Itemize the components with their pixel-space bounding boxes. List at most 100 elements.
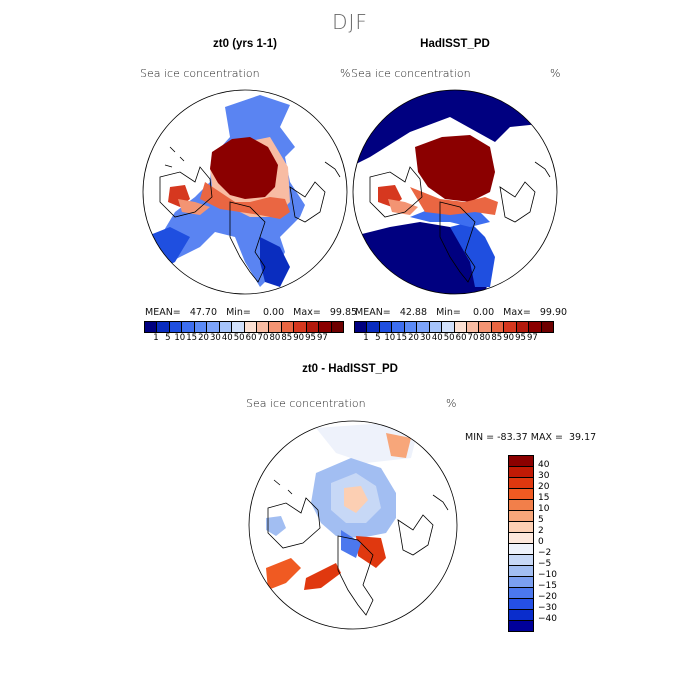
right-colorbar-swatch bbox=[454, 322, 467, 332]
right-colorbar-tick: 97 bbox=[527, 333, 538, 343]
right-colorbar-tick: 10 bbox=[384, 333, 396, 343]
left-colorbar: 1 5 10 15 20 30 40 50 60 70 80 85 90 95 97 bbox=[144, 321, 344, 343]
diff-unit-label: % bbox=[446, 397, 457, 410]
diff-colorbar-swatch bbox=[509, 500, 533, 511]
right-variable-label: Sea ice concentration bbox=[351, 67, 471, 80]
diff-colorbar-swatch bbox=[509, 511, 533, 522]
left-colorbar-swatch bbox=[269, 322, 282, 332]
diff-colorbar bbox=[508, 455, 534, 632]
left-unit-label: % bbox=[340, 67, 351, 80]
diff-colorbar-tick: 20 bbox=[538, 482, 550, 492]
left-colorbar-tick: 40 bbox=[221, 333, 233, 343]
left-colorbar-swatch bbox=[244, 322, 257, 332]
diff-colorbar-tick: −30 bbox=[538, 603, 557, 613]
right-colorbar-swatch bbox=[466, 322, 480, 332]
right-colorbar-tick: 80 bbox=[479, 333, 491, 343]
right-colorbar-swatch bbox=[504, 322, 517, 332]
right-stats: MEAN= 42.88 Min= 0.00 Max= 99.90 bbox=[355, 307, 568, 318]
diff-colorbar-tick: 5 bbox=[538, 515, 544, 525]
diff-colorbar-swatch bbox=[509, 467, 533, 478]
diff-colorbar-tick: 30 bbox=[538, 471, 550, 481]
left-colorbar-tick: 80 bbox=[269, 333, 281, 343]
right-colorbar-tick: 20 bbox=[408, 333, 419, 343]
left-colorbar-tick: 70 bbox=[257, 333, 269, 343]
diff-variable-label: Sea ice concentration bbox=[246, 397, 366, 410]
diff-colorbar-swatch bbox=[509, 566, 533, 577]
right-colorbar-swatch bbox=[379, 322, 393, 332]
diff-map bbox=[248, 420, 458, 630]
left-colorbar-swatch bbox=[331, 322, 343, 332]
right-colorbar-swatch bbox=[429, 322, 443, 332]
right-colorbar: 1 5 10 15 20 30 40 50 60 70 80 85 90 95 97 bbox=[354, 321, 554, 343]
diff-colorbar-tick: 15 bbox=[538, 493, 550, 503]
diff-colorbar-swatch bbox=[509, 577, 533, 588]
right-colorbar-swatch bbox=[491, 322, 505, 332]
right-colorbar-swatch bbox=[417, 322, 430, 332]
left-colorbar-swatch bbox=[145, 322, 158, 332]
right-colorbar-tick: 90 bbox=[503, 333, 515, 343]
right-colorbar-swatch bbox=[529, 322, 542, 332]
left-colorbar-tick: 60 bbox=[245, 333, 257, 343]
right-colorbar-tick: 30 bbox=[419, 333, 431, 343]
diff-colorbar-swatch bbox=[509, 522, 533, 533]
right-unit-label: % bbox=[550, 67, 561, 80]
diff-colorbar-swatch bbox=[509, 544, 533, 555]
right-colorbar-tick: 70 bbox=[467, 333, 479, 343]
right-colorbar-tick: 50 bbox=[443, 333, 455, 343]
left-colorbar-tick: 90 bbox=[293, 333, 305, 343]
diff-colorbar-tick: −20 bbox=[538, 592, 557, 602]
left-colorbar-swatch bbox=[219, 322, 233, 332]
diff-colorbar-swatch bbox=[509, 599, 533, 610]
diff-colorbar-labels: 40 30 20 15 10 5 2 0 −2 −5 −10 −15 −20 −30 −40 bbox=[538, 460, 557, 625]
left-colorbar-swatch bbox=[157, 322, 170, 332]
left-colorbar-swatch bbox=[256, 322, 270, 332]
left-colorbar-swatch bbox=[306, 322, 320, 332]
right-colorbar-tick: 85 bbox=[491, 333, 503, 343]
left-colorbar-tick: 50 bbox=[233, 333, 245, 343]
diff-colorbar-swatch bbox=[509, 621, 533, 631]
left-colorbar-tick: 15 bbox=[186, 333, 198, 343]
left-colorbar-tick: 10 bbox=[174, 333, 186, 343]
diff-colorbar-tick: 40 bbox=[538, 460, 550, 470]
left-colorbar-tick: 85 bbox=[281, 333, 293, 343]
diff-colorbar-swatch bbox=[509, 555, 533, 566]
right-colorbar-swatch bbox=[392, 322, 405, 332]
diff-colorbar-swatch bbox=[509, 610, 533, 621]
diff-colorbar-swatch bbox=[509, 456, 533, 467]
diff-panel-title: zt0 - HadISST_PD bbox=[302, 363, 398, 375]
right-colorbar-swatch bbox=[479, 322, 492, 332]
diff-colorbar-swatch bbox=[509, 489, 533, 500]
diff-colorbar-tick: 0 bbox=[538, 537, 544, 547]
left-colorbar-tick: 1 bbox=[153, 333, 159, 343]
left-ice-core bbox=[210, 137, 278, 199]
diff-colorbar-swatch bbox=[509, 588, 533, 599]
left-colorbar-swatch bbox=[319, 322, 332, 332]
left-variable-label: Sea ice concentration bbox=[140, 67, 260, 80]
right-colorbar-tick: 60 bbox=[455, 333, 467, 343]
left-colorbar-swatch bbox=[169, 322, 183, 332]
left-colorbar-swatch bbox=[294, 322, 307, 332]
right-colorbar-swatch bbox=[355, 322, 368, 332]
left-colorbar-tick: 20 bbox=[198, 333, 209, 343]
diff-colorbar-swatch bbox=[509, 533, 533, 544]
diff-colorbar-tick: −2 bbox=[538, 548, 552, 558]
left-colorbar-swatch bbox=[232, 322, 245, 332]
diff-colorbar-tick: −15 bbox=[538, 581, 557, 591]
left-colorbar-tick: 5 bbox=[165, 333, 171, 343]
right-colorbar-tick: 15 bbox=[396, 333, 408, 343]
right-colorbar-swatch bbox=[442, 322, 455, 332]
left-panel-title: zt0 (yrs 1-1) bbox=[213, 38, 277, 50]
figure-title: DJF bbox=[332, 10, 368, 34]
diff-colorbar-tick: 2 bbox=[538, 526, 544, 536]
left-colorbar-tick: 97 bbox=[317, 333, 328, 343]
right-colorbar-tick: 40 bbox=[431, 333, 443, 343]
diff-colorbar-swatch bbox=[509, 478, 533, 489]
left-colorbar-swatch bbox=[207, 322, 220, 332]
left-map bbox=[142, 89, 348, 295]
right-colorbar-swatch bbox=[404, 322, 418, 332]
diff-colorbar-tick: −5 bbox=[538, 559, 552, 569]
right-colorbar-tick: 5 bbox=[375, 333, 381, 343]
right-colorbar-swatch bbox=[516, 322, 530, 332]
right-colorbar-tick: 1 bbox=[363, 333, 369, 343]
right-colorbar-swatch bbox=[541, 322, 553, 332]
